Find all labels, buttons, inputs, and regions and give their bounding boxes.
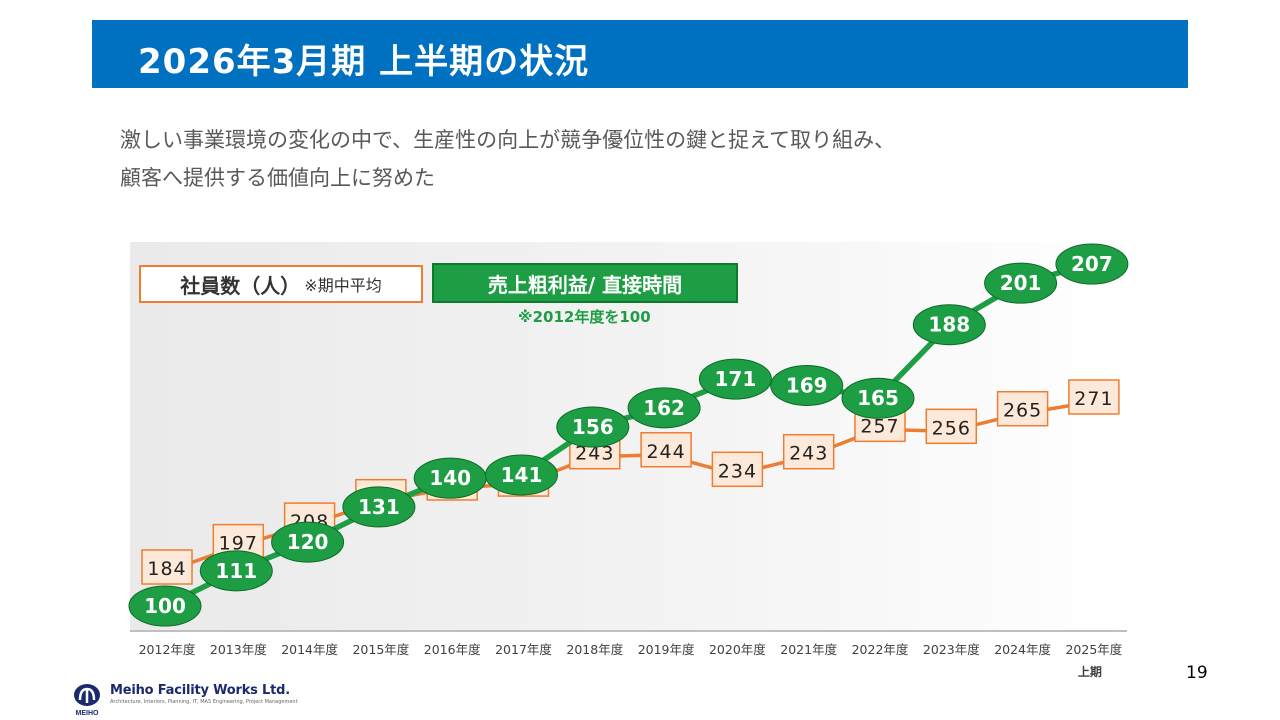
x-tick-label: 2016年度 xyxy=(424,642,481,657)
employees-data-label: 197 xyxy=(219,533,258,555)
intro-line-1: 激しい事業環境の変化の中で、生産性の向上が競争優位性の鍵と捉えて取り組み、 xyxy=(120,128,896,152)
x-tick-note: 上期 xyxy=(1078,664,1102,679)
profit-data-label: 131 xyxy=(358,495,400,519)
legend-employees: 社員数（人） ※期中平均 xyxy=(139,265,423,303)
x-tick-label: 2024年度 xyxy=(994,642,1051,657)
legend-profit: 売上粗利益/ 直接時間 xyxy=(432,263,738,303)
profit-data-label: 188 xyxy=(928,313,970,337)
profit-data-label: 201 xyxy=(1000,271,1042,295)
title-bar: 2026年3月期 上半期の状況 xyxy=(92,20,1188,88)
logo-mark-text: MEIHO xyxy=(76,710,100,717)
profit-data-label: 171 xyxy=(715,367,757,391)
x-tick-label: 2023年度 xyxy=(923,642,980,657)
x-tick-label: 2012年度 xyxy=(139,642,196,657)
profit-data-marker xyxy=(627,387,701,429)
profit-data-marker xyxy=(912,304,986,346)
employees-data-box xyxy=(141,549,193,585)
x-tick-label: 2017年度 xyxy=(495,642,552,657)
employees-data-label: 184 xyxy=(147,558,186,580)
company-name: Meiho Facility Works Ltd. xyxy=(110,683,290,698)
x-tick-label: 2013年度 xyxy=(210,642,267,657)
x-tick-label: 2018年度 xyxy=(566,642,623,657)
employees-data-label: 257 xyxy=(860,415,899,437)
company-logo: MEIHO Meiho Facility Works Ltd. Architec… xyxy=(72,683,298,717)
legend-employees-note: ※期中平均 xyxy=(304,276,382,295)
page-number: 19 xyxy=(1186,663,1208,683)
profit-data-marker xyxy=(556,406,630,448)
profit-data-label: 140 xyxy=(429,466,471,490)
profit-data-label: 156 xyxy=(572,415,614,439)
legend-profit-label: 売上粗利益/ 直接時間 xyxy=(487,272,683,297)
intro-line-2: 顧客へ提供する価値向上に努めた xyxy=(120,166,435,190)
employees-data-box xyxy=(996,390,1049,427)
employees-data-label: 265 xyxy=(1003,400,1042,422)
legend-employees-label: 社員数（人） xyxy=(180,273,301,298)
profit-data-label: 141 xyxy=(501,463,543,487)
profit-data-label: 162 xyxy=(643,396,685,420)
profit-data-label: 100 xyxy=(144,594,186,618)
x-tick-label: 2015年度 xyxy=(352,642,409,657)
profit-data-marker xyxy=(1055,243,1129,285)
profit-data-label: 111 xyxy=(215,559,257,583)
profit-data-marker xyxy=(128,585,202,627)
x-tick-label: 2014年度 xyxy=(281,642,338,657)
x-tick-label: 2019年度 xyxy=(638,642,695,657)
employees-data-label: 243 xyxy=(789,443,828,465)
profit-data-marker xyxy=(841,377,915,419)
employees-data-box xyxy=(782,433,835,470)
employees-data-label: 256 xyxy=(932,417,971,439)
page-title: 2026年3月期 上半期の状況 xyxy=(138,42,590,82)
x-tick-label: 2022年度 xyxy=(852,642,909,657)
x-tick-label: 2021年度 xyxy=(780,642,837,657)
company-tagline: Architecture, Interiors, Planning, IT, M… xyxy=(110,699,298,705)
x-tick-label: 2025年度 xyxy=(1065,642,1122,657)
employees-data-label: 244 xyxy=(646,441,685,463)
employees-data-box xyxy=(1068,379,1120,415)
legend-profit-note: ※2012年度を100 xyxy=(518,308,651,326)
employees-data-label: 243 xyxy=(575,443,614,465)
profit-data-label: 169 xyxy=(786,373,828,397)
meiho-logo-icon: MEIHO xyxy=(74,684,100,717)
profit-data-label: 120 xyxy=(287,530,329,554)
employees-data-box xyxy=(925,408,978,445)
employees-data-label: 234 xyxy=(718,460,757,482)
profit-data-marker xyxy=(485,454,558,496)
profit-data-label: 165 xyxy=(857,386,899,410)
employees-data-label: 271 xyxy=(1074,388,1113,410)
profit-data-marker xyxy=(271,521,345,563)
x-tick-label: 2020年度 xyxy=(709,642,766,657)
profit-data-marker xyxy=(199,550,273,592)
employees-data-box xyxy=(711,451,764,488)
profit-data-marker xyxy=(770,364,844,406)
profit-data-label: 207 xyxy=(1071,252,1113,276)
profit-data-marker xyxy=(698,358,772,400)
employees-data-box xyxy=(640,432,692,468)
profit-data-marker xyxy=(342,486,416,528)
profit-data-marker xyxy=(984,262,1058,304)
